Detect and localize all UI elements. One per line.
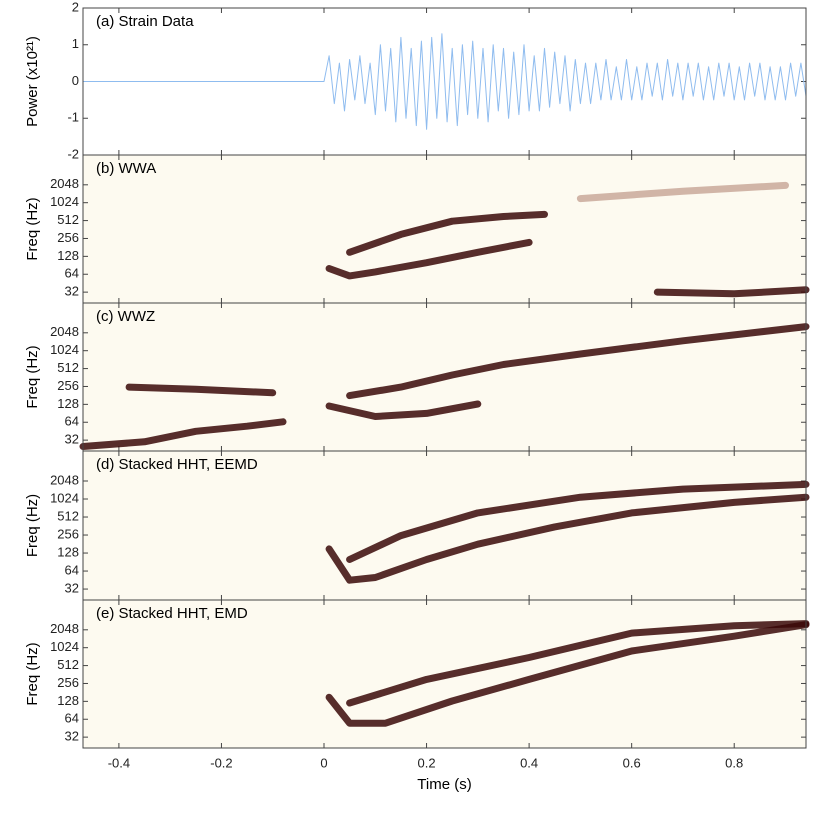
panel-title: (c) WWZ bbox=[96, 308, 155, 325]
series-line bbox=[346, 620, 810, 707]
y-tick-label: 32 bbox=[65, 729, 79, 744]
series-line bbox=[576, 181, 789, 203]
y-tick-label: -1 bbox=[67, 110, 79, 125]
y-axis-label: Power (x10²¹) bbox=[24, 36, 41, 127]
y-tick-label: 256 bbox=[57, 230, 79, 245]
series-line bbox=[653, 286, 810, 298]
y-tick-label: 1024 bbox=[50, 342, 79, 357]
y-tick-label: 256 bbox=[57, 526, 79, 541]
y-axis-label: Freq (Hz) bbox=[24, 642, 41, 705]
y-tick-label: 1 bbox=[72, 36, 79, 51]
series-line bbox=[82, 33, 807, 130]
y-tick-label: 256 bbox=[57, 675, 79, 690]
y-tick-label: 2 bbox=[72, 0, 79, 14]
plot-frame bbox=[82, 599, 807, 749]
x-tick-label: 0.8 bbox=[725, 755, 743, 770]
y-axis-label: Freq (Hz) bbox=[24, 345, 41, 408]
y-tick-label: 32 bbox=[65, 432, 79, 447]
y-tick-label: 64 bbox=[65, 562, 79, 577]
y-tick-label: 1024 bbox=[50, 490, 79, 505]
x-tick-label: 0.4 bbox=[520, 755, 538, 770]
x-tick-label: 0.6 bbox=[623, 755, 641, 770]
panel-title: (a) Strain Data bbox=[96, 13, 194, 30]
y-tick-label: 2048 bbox=[50, 472, 79, 487]
y-tick-label: 128 bbox=[57, 693, 79, 708]
series-line bbox=[325, 493, 810, 584]
y-tick-label: 512 bbox=[57, 212, 79, 227]
series-line bbox=[325, 400, 482, 420]
y-tick-label: 64 bbox=[65, 266, 79, 281]
series-line bbox=[79, 418, 287, 450]
y-tick-label: 32 bbox=[65, 580, 79, 595]
y-tick-label: -2 bbox=[67, 146, 79, 161]
series-line bbox=[325, 621, 810, 727]
x-tick-label: -0.2 bbox=[210, 755, 232, 770]
x-tick-label: -0.4 bbox=[108, 755, 130, 770]
x-tick-label: 0 bbox=[320, 755, 327, 770]
y-tick-label: 128 bbox=[57, 544, 79, 559]
y-tick-label: 128 bbox=[57, 396, 79, 411]
y-tick-label: 2048 bbox=[50, 176, 79, 191]
y-tick-label: 1024 bbox=[50, 639, 79, 654]
series-line bbox=[346, 323, 810, 400]
y-tick-label: 512 bbox=[57, 508, 79, 523]
x-axis-label: Time (s) bbox=[417, 776, 471, 793]
y-tick-label: 64 bbox=[65, 414, 79, 429]
y-tick-label: 512 bbox=[57, 360, 79, 375]
y-tick-label: 64 bbox=[65, 711, 79, 726]
series-line bbox=[346, 480, 810, 563]
y-tick-label: 128 bbox=[57, 248, 79, 263]
y-tick-label: 1024 bbox=[50, 194, 79, 209]
panel-title: (b) WWA bbox=[96, 160, 156, 177]
y-axis-label: Freq (Hz) bbox=[24, 197, 41, 260]
x-tick-label: 0.2 bbox=[418, 755, 436, 770]
plot-background bbox=[83, 155, 806, 303]
series-line bbox=[325, 238, 533, 280]
y-tick-label: 32 bbox=[65, 284, 79, 299]
y-tick-label: 2048 bbox=[50, 621, 79, 636]
y-tick-label: 512 bbox=[57, 657, 79, 672]
y-tick-label: 256 bbox=[57, 378, 79, 393]
y-tick-label: 0 bbox=[72, 73, 79, 88]
series-line bbox=[125, 383, 277, 397]
series-line bbox=[346, 210, 548, 256]
panel-title: (e) Stacked HHT, EMD bbox=[96, 605, 248, 622]
y-axis-label: Freq (Hz) bbox=[24, 494, 41, 557]
panel-title: (d) Stacked HHT, EEMD bbox=[96, 456, 258, 473]
y-tick-label: 2048 bbox=[50, 324, 79, 339]
